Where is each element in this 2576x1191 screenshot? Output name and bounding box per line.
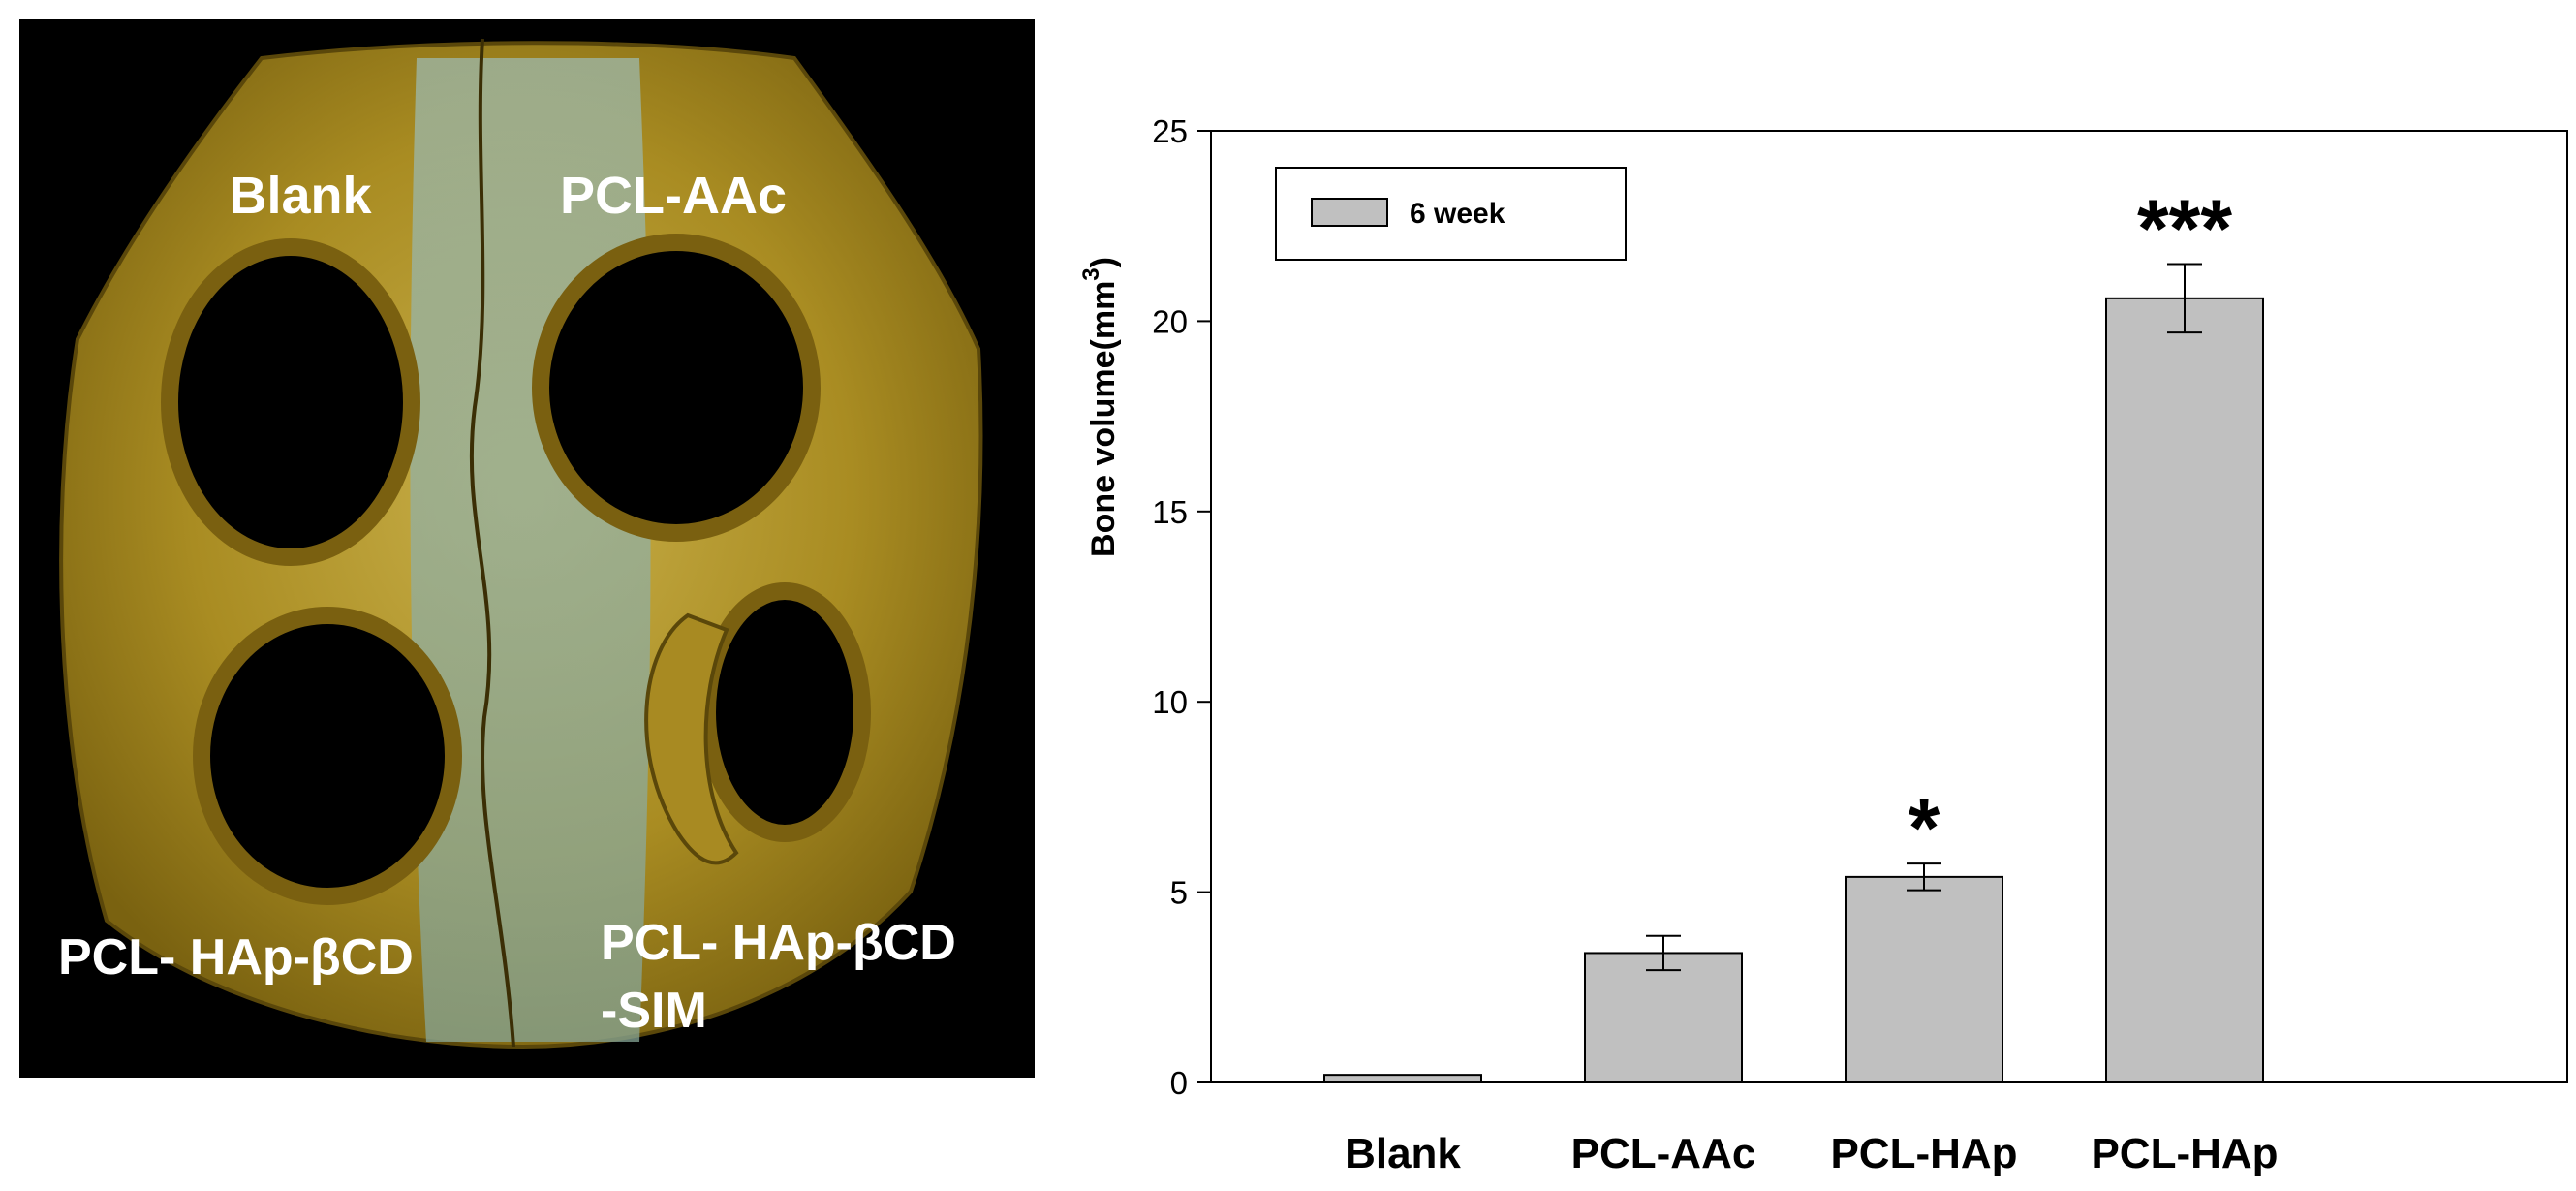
y-tick-label: 25 <box>1152 113 1188 149</box>
photo-label-pcl-hap-bcd-sim-line1: PCL- HAp-βCD <box>601 915 956 971</box>
significance-marker: * <box>1909 782 1940 873</box>
defect-pcl-hap-bcd-sim <box>698 582 871 842</box>
significance-marker: *** <box>2137 182 2232 273</box>
bar <box>1845 875 2003 1083</box>
photo-label-blank: Blank <box>229 167 372 225</box>
y-tick-label: 0 <box>1170 1065 1188 1101</box>
photo-label-pcl-aac: PCL-AAc <box>560 167 787 225</box>
y-axis-title: Bone volume(mm3) <box>1078 257 1122 557</box>
y-axis-title-base: Bone volume(mm <box>1085 281 1122 557</box>
bar <box>2105 297 2264 1084</box>
plot-frame <box>1210 130 2568 1083</box>
category-label: PCL-HAp <box>1830 1130 2017 1177</box>
category-label: PCL-AAc <box>1571 1130 1756 1177</box>
y-axis-title-group: Bone volume(mm3) <box>1078 257 1122 557</box>
y-tick-label: 20 <box>1152 303 1188 339</box>
legend-swatch <box>1311 198 1388 227</box>
legend-label: 6 week <box>1410 198 1505 230</box>
new-bone-growth <box>644 612 739 865</box>
micro-ct-image: Blank PCL-AAc PCL- HAp-βCD PCL- HAp-βCD … <box>19 19 1035 1078</box>
legend: 6 week <box>1275 167 1627 261</box>
suture-line <box>469 38 515 1048</box>
photo-label-pcl-hap-bcd-sim-line2: -SIM <box>601 983 707 1039</box>
photo-label-pcl-hap-bcd: PCL- HAp-βCD <box>58 929 414 986</box>
defect-pcl-hap-bcd <box>193 607 462 905</box>
bar <box>1584 952 1743 1083</box>
y-tick-label: 15 <box>1152 494 1188 530</box>
defect-blank <box>161 238 420 566</box>
bar <box>1323 1074 1482 1084</box>
category-label: PCL-HAp <box>2091 1130 2278 1177</box>
y-tick-label: 10 <box>1152 684 1188 720</box>
y-axis-title-close: ) <box>1085 257 1122 267</box>
category-label: Blank <box>1345 1130 1461 1177</box>
y-tick-label: 5 <box>1170 875 1188 911</box>
y-axis-title-sup: 3 <box>1078 267 1104 280</box>
defect-pcl-aac <box>532 234 821 542</box>
